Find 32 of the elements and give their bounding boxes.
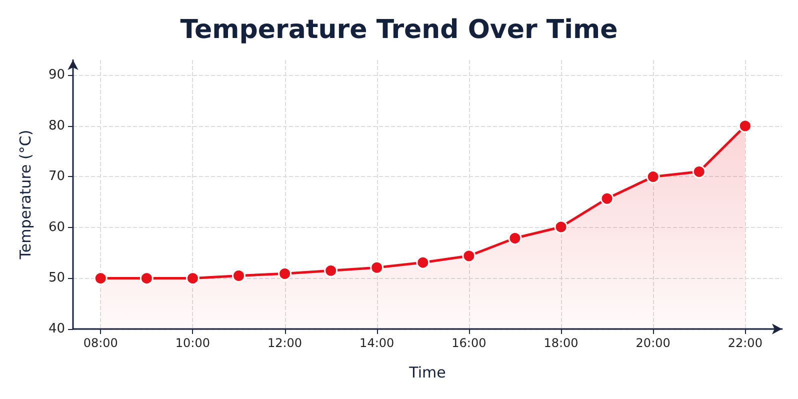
point <box>186 272 200 285</box>
chart-title: Temperature Trend Over Time <box>180 15 618 45</box>
x-tick-label: 14:00 <box>360 336 394 350</box>
x-tick-label: 12:00 <box>267 336 302 350</box>
point <box>416 256 430 270</box>
x-axis-title: Time <box>408 364 446 382</box>
point <box>278 266 292 280</box>
y-tick-label: 40 <box>48 322 65 336</box>
x-tick-label: 18:00 <box>544 336 578 350</box>
y-tick-label: 90 <box>48 68 65 83</box>
y-tick-label: 50 <box>48 270 65 286</box>
point <box>508 231 522 245</box>
x-tick-label: 20:00 <box>636 336 670 350</box>
point <box>232 268 246 282</box>
point <box>462 249 476 263</box>
point <box>370 260 384 274</box>
y-tick-label: 70 <box>48 169 65 184</box>
point <box>324 264 338 278</box>
point <box>692 164 706 178</box>
y-tick-label: 60 <box>48 220 65 235</box>
y-tick-label: 80 <box>48 118 65 134</box>
y-axis-title: Temperature (°C) <box>16 130 34 260</box>
point <box>646 170 660 184</box>
x-tick-label: 16:00 <box>452 336 486 350</box>
point <box>554 220 568 234</box>
point <box>600 192 614 206</box>
point <box>94 272 108 285</box>
point <box>140 272 154 285</box>
point <box>738 119 752 133</box>
x-tick-label: 22:00 <box>728 336 762 350</box>
x-tick-label: 08:00 <box>83 336 118 350</box>
x-tick-label: 10:00 <box>175 336 210 350</box>
